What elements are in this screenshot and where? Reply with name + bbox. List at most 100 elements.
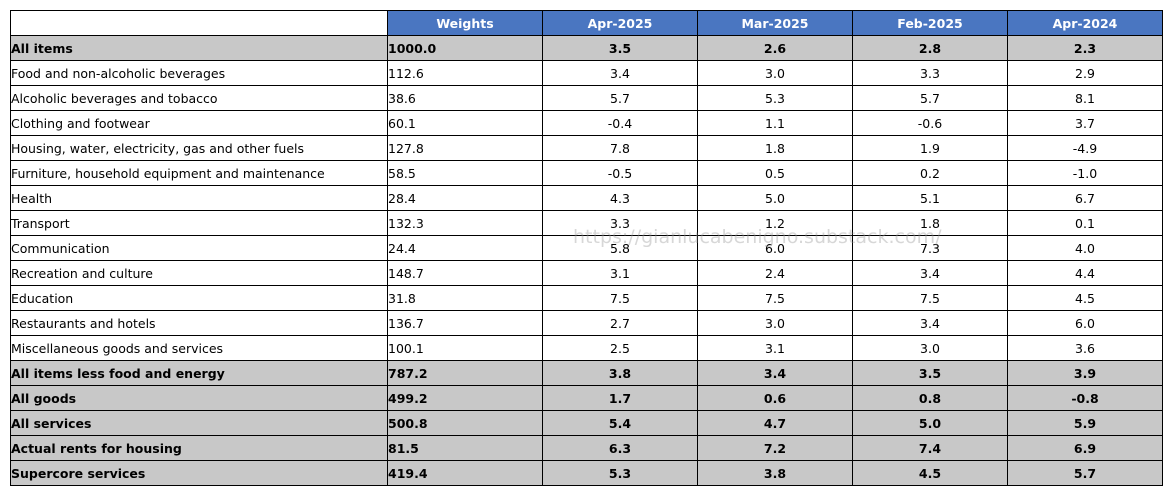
value-cell-mar-2025: 3.4 <box>697 360 853 386</box>
weight-cell: 136.7 <box>387 310 543 336</box>
row-label: Communication <box>10 235 388 261</box>
value-cell-feb-2025: 7.4 <box>852 435 1008 461</box>
value-cell-feb-2025: 4.5 <box>852 460 1008 486</box>
value-cell-feb-2025: 3.4 <box>852 310 1008 336</box>
column-header-apr-2025: Apr-2025 <box>542 10 698 36</box>
value-cell-feb-2025: 3.3 <box>852 60 1008 86</box>
weight-cell: 28.4 <box>387 185 543 211</box>
value-cell-apr-2024: 0.1 <box>1007 210 1163 236</box>
value-cell-feb-2025: 5.0 <box>852 410 1008 436</box>
table-row: Education 31.8 7.5 7.5 7.5 4.5 <box>10 285 1163 311</box>
row-label: Alcoholic beverages and tobacco <box>10 85 388 111</box>
table-row: Miscellaneous goods and services 100.1 2.5… <box>10 335 1163 361</box>
value-cell-feb-2025: 7.5 <box>852 285 1008 311</box>
value-cell-apr-2024: 2.3 <box>1007 35 1163 61</box>
row-label: Recreation and culture <box>10 260 388 286</box>
value-cell-mar-2025: 2.4 <box>697 260 853 286</box>
value-cell-apr-2025: -0.5 <box>542 160 698 186</box>
table-row: Transport 132.3 3.3 1.2 1.8 0.1 <box>10 210 1163 236</box>
value-cell-apr-2025: 5.4 <box>542 410 698 436</box>
summary-row: All services 500.8 5.4 4.7 5.0 5.9 <box>10 410 1163 436</box>
value-cell-apr-2024: 3.6 <box>1007 335 1163 361</box>
value-cell-apr-2025: 5.3 <box>542 460 698 486</box>
weight-cell: 38.6 <box>387 85 543 111</box>
value-cell-feb-2025: 1.8 <box>852 210 1008 236</box>
weight-cell: 100.1 <box>387 335 543 361</box>
value-cell-mar-2025: 5.0 <box>697 185 853 211</box>
weight-cell: 499.2 <box>387 385 543 411</box>
column-header-apr-2024: Apr-2024 <box>1007 10 1163 36</box>
value-cell-apr-2025: 6.3 <box>542 435 698 461</box>
value-cell-apr-2024: 6.0 <box>1007 310 1163 336</box>
row-label: All services <box>10 410 388 436</box>
value-cell-apr-2024: 5.9 <box>1007 410 1163 436</box>
value-cell-feb-2025: 0.2 <box>852 160 1008 186</box>
row-label: Transport <box>10 210 388 236</box>
value-cell-apr-2024: 4.0 <box>1007 235 1163 261</box>
value-cell-apr-2024: 6.7 <box>1007 185 1163 211</box>
value-cell-mar-2025: 4.7 <box>697 410 853 436</box>
table-row: Restaurants and hotels 136.7 2.7 3.0 3.4 6.0 <box>10 310 1163 336</box>
weight-cell: 500.8 <box>387 410 543 436</box>
summary-row: All goods 499.2 1.7 0.6 0.8 -0.8 <box>10 385 1163 411</box>
row-label: Food and non-alcoholic beverages <box>10 60 388 86</box>
value-cell-mar-2025: 1.2 <box>697 210 853 236</box>
weight-cell: 81.5 <box>387 435 543 461</box>
weight-cell: 148.7 <box>387 260 543 286</box>
value-cell-apr-2024: 4.5 <box>1007 285 1163 311</box>
value-cell-apr-2025: -0.4 <box>542 110 698 136</box>
table-body: All items 1000.0 3.5 2.6 2.8 2.3 Food and non-… <box>10 35 1163 486</box>
value-cell-apr-2025: 4.3 <box>542 185 698 211</box>
value-cell-mar-2025: 3.0 <box>697 60 853 86</box>
value-cell-feb-2025: 7.3 <box>852 235 1008 261</box>
value-cell-mar-2025: 3.0 <box>697 310 853 336</box>
value-cell-apr-2025: 3.8 <box>542 360 698 386</box>
summary-row: All items 1000.0 3.5 2.6 2.8 2.3 <box>10 35 1163 61</box>
value-cell-apr-2024: 5.7 <box>1007 460 1163 486</box>
row-label: All items less food and energy <box>10 360 388 386</box>
value-cell-feb-2025: 5.1 <box>852 185 1008 211</box>
summary-row: All items less food and energy 787.2 3.8 3.… <box>10 360 1163 386</box>
value-cell-apr-2024: 6.9 <box>1007 435 1163 461</box>
row-label: Miscellaneous goods and services <box>10 335 388 361</box>
weight-cell: 419.4 <box>387 460 543 486</box>
value-cell-apr-2024: 3.7 <box>1007 110 1163 136</box>
value-cell-feb-2025: 3.4 <box>852 260 1008 286</box>
row-label: All items <box>10 35 388 61</box>
weight-cell: 132.3 <box>387 210 543 236</box>
value-cell-apr-2025: 2.5 <box>542 335 698 361</box>
row-label: Health <box>10 185 388 211</box>
column-header-feb-2025: Feb-2025 <box>852 10 1008 36</box>
summary-row: Supercore services 419.4 5.3 3.8 4.5 5.7 <box>10 460 1163 486</box>
value-cell-apr-2025: 5.8 <box>542 235 698 261</box>
value-cell-feb-2025: 0.8 <box>852 385 1008 411</box>
weight-cell: 24.4 <box>387 235 543 261</box>
summary-row: Actual rents for housing 81.5 6.3 7.2 7.4 6.9 <box>10 435 1163 461</box>
weight-cell: 60.1 <box>387 110 543 136</box>
row-label: Clothing and footwear <box>10 110 388 136</box>
row-label: Furniture, household equipment and maint… <box>10 160 388 186</box>
table-row: Food and non-alcoholic beverages 112.6 3.4… <box>10 60 1163 86</box>
header-row: Weights Apr-2025 Mar-2025 Feb-2025 Apr-2024 <box>10 10 1163 36</box>
value-cell-feb-2025: 1.9 <box>852 135 1008 161</box>
value-cell-feb-2025: -0.6 <box>852 110 1008 136</box>
value-cell-apr-2024: 2.9 <box>1007 60 1163 86</box>
weight-cell: 112.6 <box>387 60 543 86</box>
value-cell-mar-2025: 5.3 <box>697 85 853 111</box>
weight-cell: 787.2 <box>387 360 543 386</box>
row-label: Actual rents for housing <box>10 435 388 461</box>
table-row: Housing, water, electricity, gas and oth… <box>10 135 1163 161</box>
value-cell-apr-2025: 1.7 <box>542 385 698 411</box>
value-cell-mar-2025: 3.8 <box>697 460 853 486</box>
value-cell-apr-2024: 3.9 <box>1007 360 1163 386</box>
weight-cell: 31.8 <box>387 285 543 311</box>
value-cell-apr-2025: 3.1 <box>542 260 698 286</box>
value-cell-feb-2025: 5.7 <box>852 85 1008 111</box>
value-cell-mar-2025: 7.5 <box>697 285 853 311</box>
row-label: Supercore services <box>10 460 388 486</box>
table-row: Health 28.4 4.3 5.0 5.1 6.7 <box>10 185 1163 211</box>
table-row: Communication 24.4 5.8 6.0 7.3 4.0 <box>10 235 1163 261</box>
value-cell-mar-2025: 0.5 <box>697 160 853 186</box>
value-cell-apr-2024: 4.4 <box>1007 260 1163 286</box>
value-cell-apr-2025: 7.5 <box>542 285 698 311</box>
